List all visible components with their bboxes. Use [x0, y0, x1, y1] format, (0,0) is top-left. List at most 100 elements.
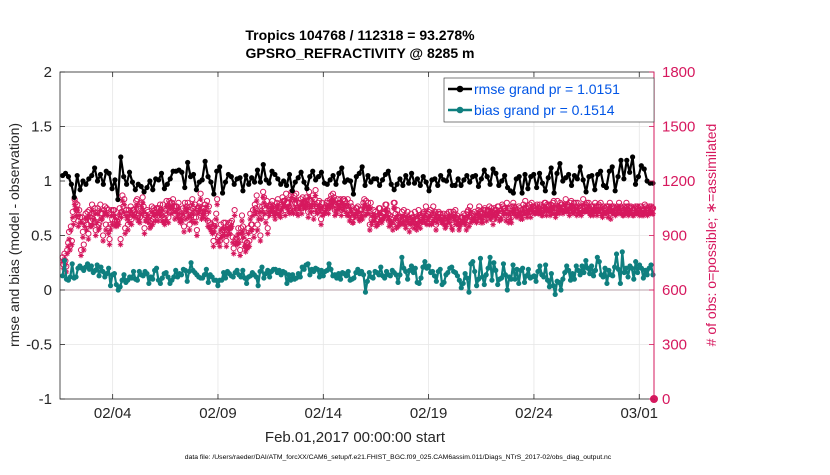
- assimilated-obs-point: [196, 205, 203, 212]
- assimilated-obs-point: [473, 219, 480, 226]
- assimilated-obs-point: [66, 236, 72, 242]
- rmse-point: [132, 187, 138, 193]
- y-axis-label-left: rmse and bias (model - observation): [6, 123, 22, 347]
- assimilated-obs-point: [269, 203, 276, 210]
- assimilated-obs-point: [456, 227, 462, 233]
- rmse-point: [246, 181, 252, 187]
- bias-point: [481, 281, 487, 288]
- possible-obs-point: [570, 199, 578, 206]
- assimilated-obs-point: [585, 205, 592, 212]
- assimilated-obs-point: [421, 214, 427, 221]
- assimilated-obs-point: [623, 205, 630, 212]
- assimilated-obs-point: [466, 223, 472, 230]
- assimilated-obs-point: [147, 225, 153, 232]
- possible-obs-point: [253, 192, 260, 199]
- bias-point: [301, 266, 307, 272]
- assimilated-obs-point: [352, 214, 358, 221]
- bias-point: [441, 279, 447, 285]
- assimilated-obs-point: [236, 239, 243, 246]
- bias-point: [337, 276, 344, 282]
- bias-point: [491, 260, 497, 266]
- rmse-point: [74, 172, 80, 179]
- rmse-point: [618, 157, 624, 163]
- assimilated-obs-point: [92, 232, 99, 239]
- bias-point: [523, 273, 530, 279]
- assimilated-obs-point: [272, 216, 278, 222]
- assimilated-obs-point: [67, 247, 73, 253]
- assimilated-obs-point: [427, 212, 434, 219]
- rmse-point: [97, 171, 104, 178]
- data-marks: [59, 154, 658, 403]
- assimilated-obs-point: [187, 212, 194, 219]
- bias-point: [631, 276, 637, 282]
- bias-series-group: [60, 249, 656, 297]
- rmse-point: [583, 189, 589, 195]
- assimilated-obs-point: [165, 219, 172, 226]
- rmse-point: [336, 170, 342, 176]
- assimilated-obs-point: [295, 212, 301, 219]
- assimilated-obs-point: [194, 232, 200, 239]
- assimilated-obs-point: [485, 212, 492, 219]
- assimilated-obs-point: [104, 212, 111, 219]
- assimilated-obs-point: [331, 200, 337, 206]
- y-tick-label-left: -1: [39, 391, 52, 408]
- assimilated-obs-point: [372, 214, 379, 221]
- assimilated-obs-point: [285, 205, 291, 212]
- rmse-series-group: [60, 154, 656, 203]
- assimilated-obs-point: [105, 230, 112, 237]
- bias-point: [259, 264, 265, 270]
- assimilated-obs-point: [278, 207, 285, 213]
- assimilated-obs-point: [276, 210, 283, 217]
- assimilated-obs-point: [214, 201, 220, 208]
- assimilated-obs-point: [430, 209, 437, 215]
- bias-point: [619, 249, 625, 255]
- assimilated-obs-point: [282, 212, 288, 219]
- possible-obs-point: [422, 203, 430, 210]
- bias-point: [395, 279, 401, 285]
- rmse-point: [289, 188, 295, 194]
- assimilated-obs-point: [145, 214, 151, 221]
- bias-point: [596, 259, 602, 265]
- bias-point: [222, 275, 229, 281]
- assimilated-obs-point: [128, 221, 135, 228]
- assimilated-obs-point: [508, 219, 515, 226]
- assimilated-obs-point: [289, 209, 296, 215]
- assimilated-obs-point: [556, 210, 563, 217]
- assimilated-obs-point: [447, 219, 453, 226]
- assimilated-obs-point: [262, 210, 268, 217]
- rmse-point: [222, 179, 229, 185]
- assimilated-obs-point: [417, 225, 424, 232]
- assimilated-obs-point: [463, 227, 470, 233]
- assimilated-obs-point: [299, 200, 306, 206]
- rmse-point: [598, 168, 604, 174]
- rmse-point: [89, 172, 95, 179]
- assimilated-obs-point: [201, 210, 208, 217]
- assimilated-obs-point: [432, 214, 438, 221]
- rmse-point: [121, 174, 127, 180]
- assimilated-obs-point: [106, 241, 113, 248]
- bias-point: [410, 269, 416, 276]
- bias-point: [201, 272, 208, 278]
- assimilated-obs-point: [568, 203, 575, 210]
- assimilated-obs-point: [103, 227, 109, 233]
- possible-obs-point: [237, 246, 244, 254]
- assimilated-obs-point: [190, 210, 197, 217]
- rmse-point: [379, 177, 386, 183]
- assimilated-obs-point: [231, 212, 238, 219]
- possible-obs-point: [367, 199, 374, 206]
- assimilated-obs-point: [322, 209, 329, 215]
- rmse-point: [68, 181, 74, 187]
- bias-point: [613, 251, 620, 257]
- assimilated-obs-point: [175, 205, 182, 212]
- possible-obs-point: [488, 205, 495, 212]
- assimilated-obs-point: [122, 230, 128, 237]
- bias-point: [495, 281, 501, 288]
- rmse-point: [438, 172, 444, 179]
- possible-obs-point: [175, 199, 182, 206]
- bias-point: [602, 265, 608, 271]
- rmse-point: [249, 175, 255, 181]
- assimilated-obs-point: [480, 219, 486, 226]
- bias-point: [370, 275, 376, 281]
- bias-point: [230, 274, 236, 280]
- possible-obs-point: [408, 210, 415, 217]
